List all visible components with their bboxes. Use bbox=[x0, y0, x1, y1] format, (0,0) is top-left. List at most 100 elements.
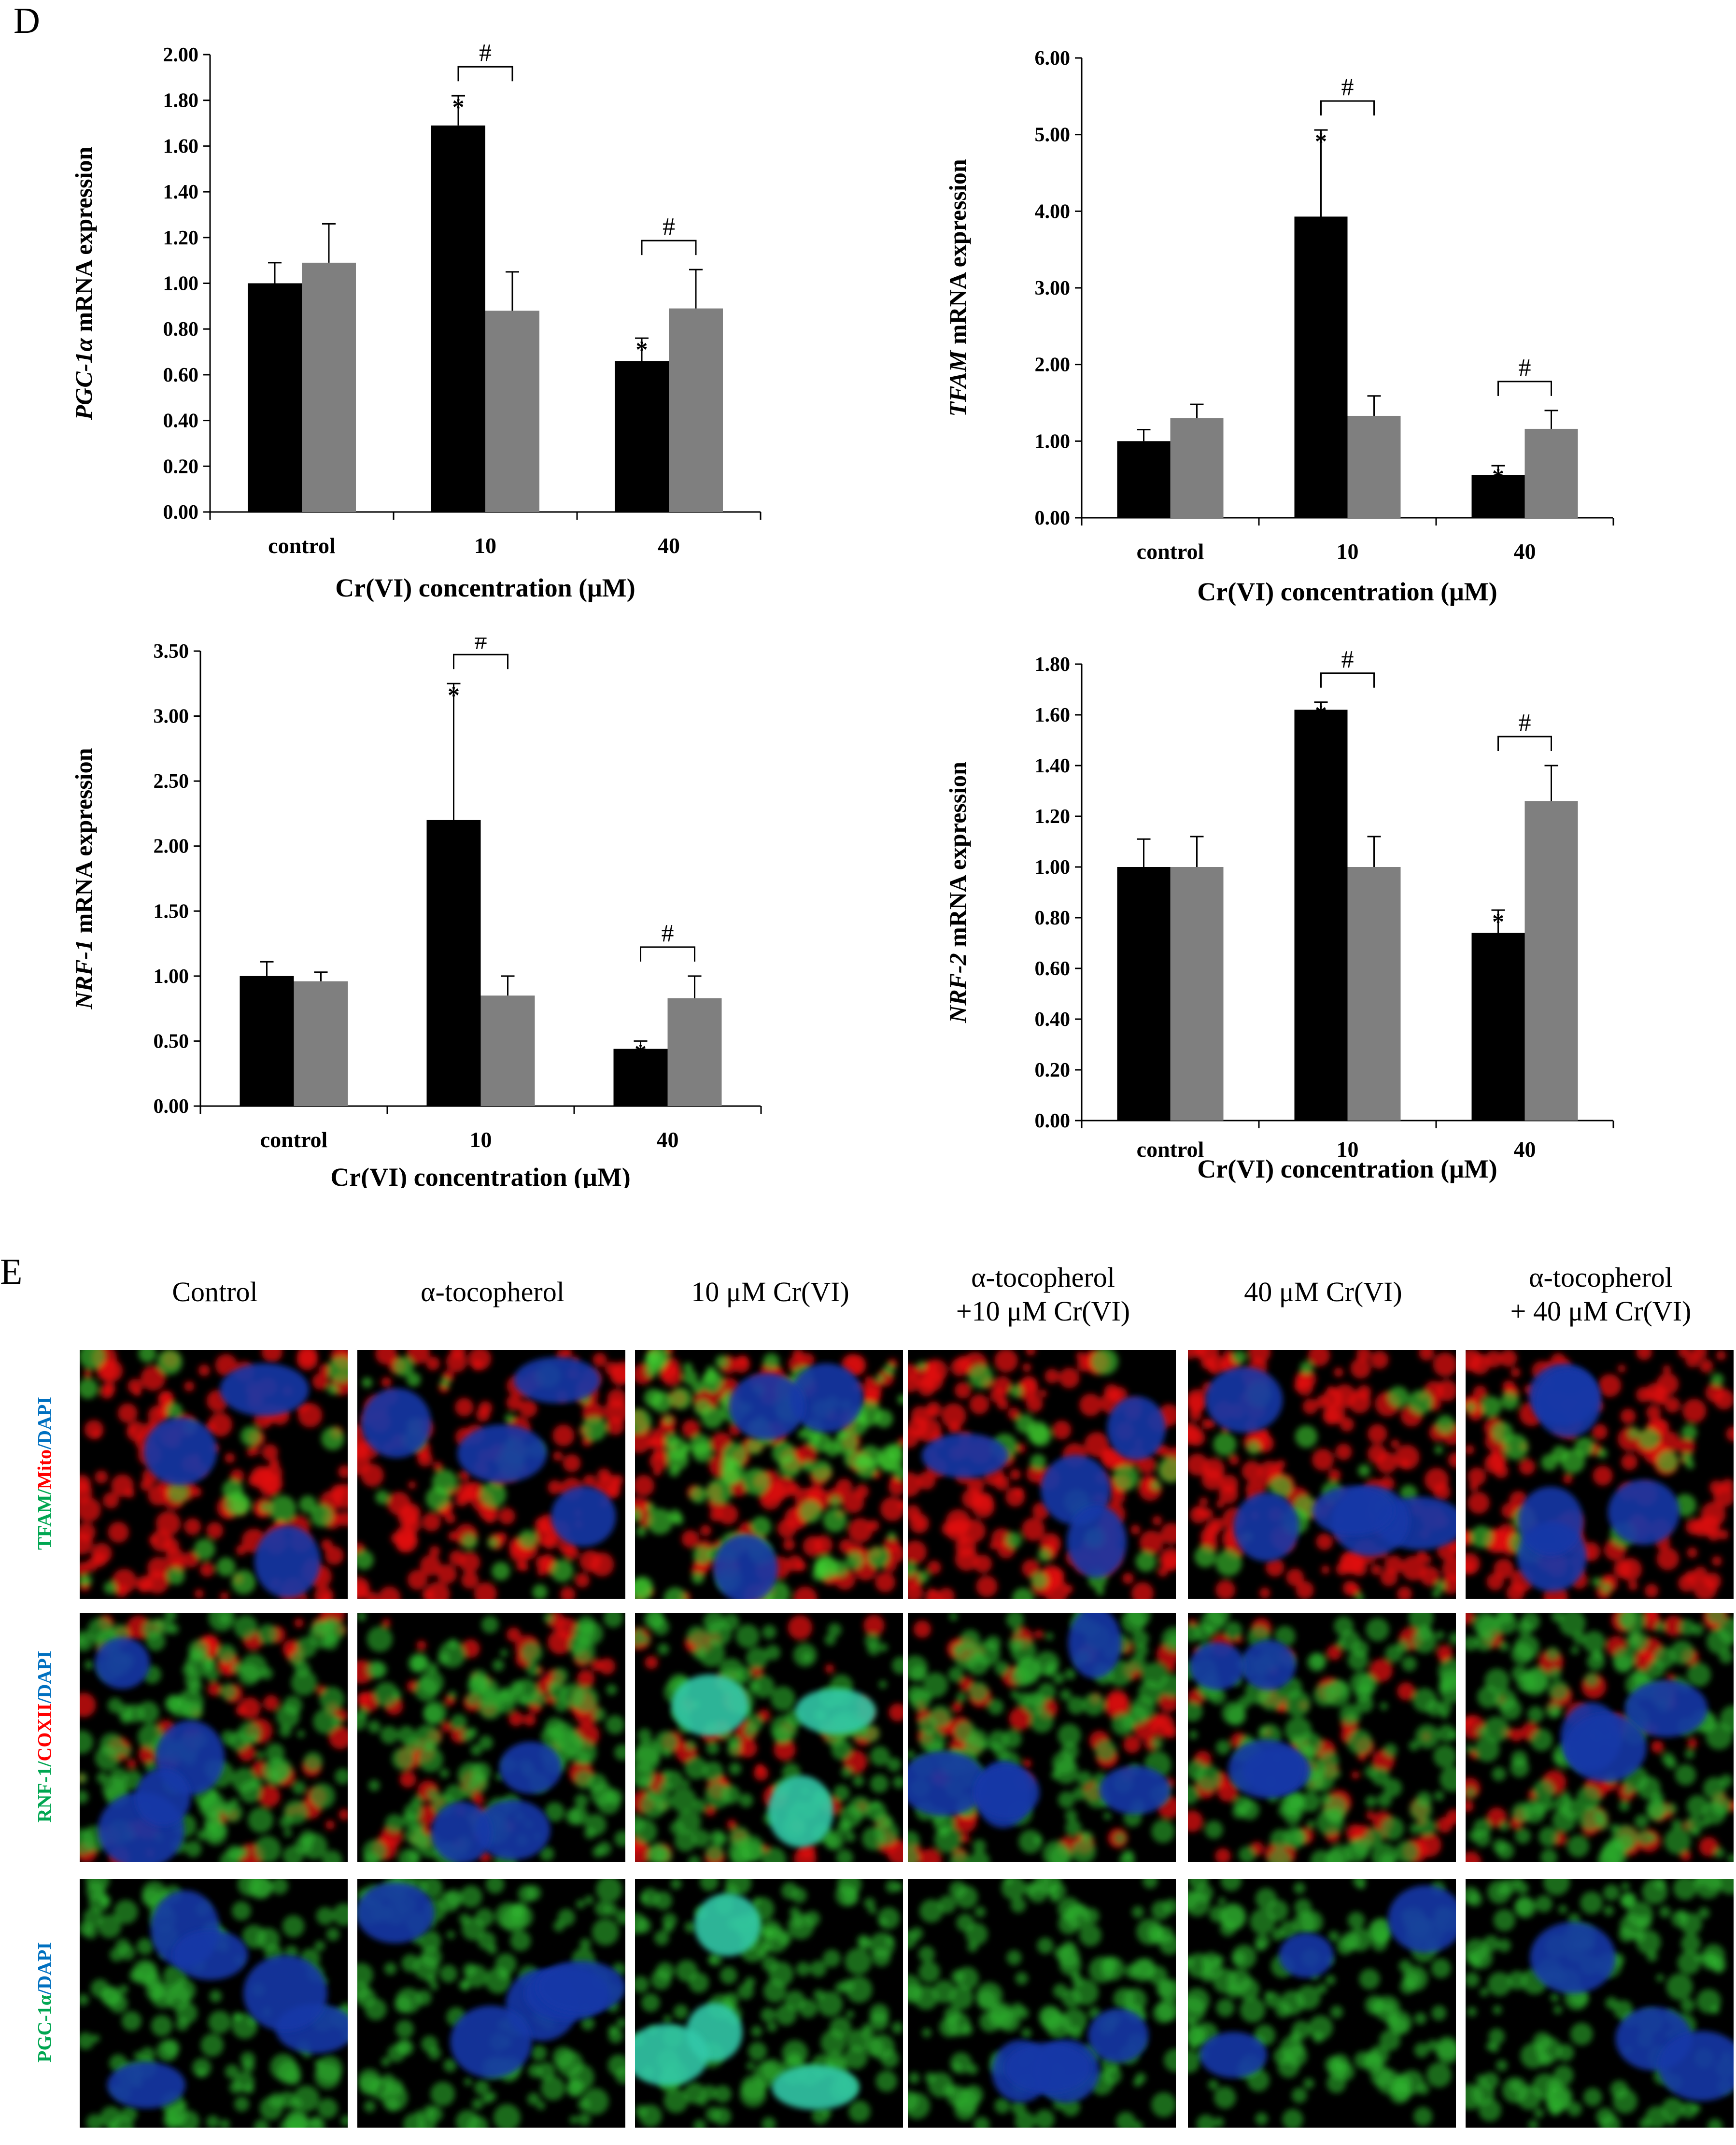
stain-speckle bbox=[579, 1938, 591, 1950]
stain-speckle bbox=[908, 1975, 921, 2000]
y-tick-label: 1.00 bbox=[163, 273, 199, 295]
stain-speckle bbox=[231, 1662, 243, 1674]
stain-speckle bbox=[782, 2040, 808, 2066]
stain-speckle bbox=[1276, 1460, 1285, 1469]
stain-speckle bbox=[635, 1976, 649, 1993]
stain-speckle bbox=[772, 1441, 795, 1464]
stain-speckle bbox=[1636, 1350, 1652, 1361]
stain-speckle bbox=[536, 2101, 546, 2110]
stain-speckle bbox=[1058, 1913, 1080, 1935]
stain-speckle bbox=[167, 1567, 185, 1585]
nrf1-chart: 0.00 0.50 1.00 1.50 2.00 2.50 3.00 3.50 control 1… bbox=[70, 638, 762, 1188]
stain-speckle bbox=[664, 1433, 679, 1448]
stain-speckle bbox=[83, 1908, 103, 1928]
x-axis-label: Cr(VI) concentration (μM) bbox=[1197, 577, 1497, 606]
stain-speckle bbox=[1548, 1680, 1569, 1701]
y-tick-label: 1.60 bbox=[1035, 704, 1071, 726]
stain-speckle bbox=[867, 1642, 881, 1656]
stain-speckle bbox=[1324, 1679, 1351, 1707]
micrograph-image bbox=[635, 1350, 903, 1599]
stain-speckle bbox=[114, 1584, 128, 1597]
stain-speckle bbox=[1474, 1831, 1491, 1847]
stain-speckle bbox=[709, 1952, 722, 1966]
stain-speckle bbox=[635, 1627, 644, 1637]
stain-speckle bbox=[149, 1535, 157, 1544]
stain-speckle bbox=[867, 1547, 889, 1568]
stain-speckle bbox=[684, 1921, 696, 1933]
stain-speckle bbox=[1368, 1424, 1387, 1444]
stain-speckle bbox=[1671, 1911, 1688, 1928]
stain-speckle bbox=[737, 1355, 749, 1367]
stain-speckle bbox=[254, 1836, 281, 1862]
stain-speckle bbox=[311, 1504, 333, 1527]
stain-speckle bbox=[1015, 1972, 1028, 1985]
stain-speckle bbox=[80, 1994, 89, 2006]
stain-speckle bbox=[883, 1364, 895, 1376]
stain-speckle bbox=[721, 1461, 745, 1484]
stain-speckle bbox=[988, 1699, 1004, 1715]
stain-speckle bbox=[1009, 1707, 1032, 1730]
stain-speckle bbox=[408, 1481, 416, 1489]
stain-speckle bbox=[718, 1504, 738, 1525]
stain-speckle bbox=[423, 1701, 447, 1725]
stain-speckle bbox=[1310, 1653, 1326, 1669]
stain-speckle bbox=[1045, 1632, 1054, 1640]
stain-speckle bbox=[1188, 2050, 1200, 2074]
stain-speckle bbox=[258, 1785, 281, 1807]
stain-speckle bbox=[908, 2090, 918, 2111]
stain-speckle bbox=[141, 1365, 166, 1391]
stain-speckle bbox=[1592, 1424, 1608, 1440]
condition-label: α-tocopherol bbox=[353, 1275, 633, 1309]
stain-speckle bbox=[138, 1723, 164, 1750]
stain-speckle bbox=[639, 2104, 662, 2128]
stain-speckle bbox=[1369, 2045, 1389, 2065]
stain-speckle bbox=[824, 1830, 845, 1850]
stain-speckle bbox=[184, 1381, 195, 1392]
stain-speckle bbox=[419, 1930, 441, 1952]
stain-speckle bbox=[1466, 1787, 1476, 1798]
y-axis-label-gene: TFAM bbox=[944, 350, 971, 417]
stain-speckle bbox=[1010, 1897, 1026, 1913]
stain-speckle bbox=[1514, 1896, 1536, 1918]
y-tick-label: 0.00 bbox=[1035, 507, 1071, 529]
micrograph-rendering bbox=[1466, 1613, 1734, 1862]
stain-speckle bbox=[363, 1840, 386, 1862]
stain-speckle bbox=[1583, 2088, 1602, 2107]
bar bbox=[1471, 475, 1525, 518]
stain-speckle bbox=[864, 1376, 874, 1385]
stain-speckle bbox=[922, 2028, 932, 2038]
stain-speckle bbox=[616, 2018, 625, 2028]
stain-speckle bbox=[178, 2110, 200, 2128]
stain-speckle bbox=[1161, 1627, 1176, 1653]
condition-label-line: α-tocopherol bbox=[421, 1276, 565, 1307]
stain-speckle bbox=[541, 2076, 565, 2101]
stain-speckle bbox=[426, 1356, 440, 1371]
stain-speckle bbox=[1015, 2111, 1035, 2128]
nucleus bbox=[713, 1534, 778, 1599]
stain-speckle bbox=[1597, 1818, 1609, 1830]
stain-speckle bbox=[1026, 1395, 1043, 1412]
condition-label-line: 40 μM Cr(VI) bbox=[1244, 1276, 1402, 1307]
stain-speckle bbox=[1466, 1851, 1482, 1862]
stain-speckle bbox=[1593, 1465, 1613, 1486]
stain-speckle bbox=[1016, 1443, 1026, 1453]
stain-speckle bbox=[301, 1402, 310, 1410]
stain-speckle bbox=[575, 1770, 594, 1789]
stain-speckle bbox=[703, 1613, 725, 1633]
signal-layer bbox=[1188, 1350, 1456, 1599]
stain-speckle bbox=[829, 1495, 841, 1507]
stain-speckle bbox=[1720, 1774, 1733, 1788]
stain-speckle bbox=[1296, 1581, 1314, 1599]
stain-speckle bbox=[1217, 1781, 1238, 1802]
stain-speckle bbox=[1399, 2070, 1424, 2095]
stain-speckle bbox=[956, 1355, 972, 1372]
micrograph-rendering bbox=[357, 1879, 625, 2128]
stain-speckle bbox=[231, 1570, 256, 1594]
stain-label-part: COXII bbox=[33, 1703, 56, 1761]
stain-speckle bbox=[476, 1408, 490, 1422]
stain-speckle bbox=[1687, 1547, 1698, 1558]
stain-speckle bbox=[706, 1741, 720, 1755]
stain-speckle bbox=[1680, 1998, 1695, 2013]
y-tick-label: 0.40 bbox=[163, 410, 199, 432]
stain-speckle bbox=[1394, 1445, 1420, 1470]
